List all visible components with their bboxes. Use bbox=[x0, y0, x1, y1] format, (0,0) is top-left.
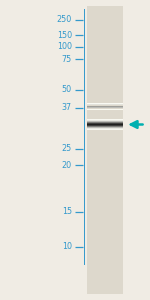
Text: 10: 10 bbox=[62, 242, 72, 251]
Text: 100: 100 bbox=[57, 42, 72, 51]
Text: 15: 15 bbox=[62, 207, 72, 216]
Text: 150: 150 bbox=[57, 31, 72, 40]
Text: 50: 50 bbox=[62, 85, 72, 94]
Text: 37: 37 bbox=[62, 103, 72, 112]
Bar bbox=[87, 6, 123, 294]
Text: 20: 20 bbox=[62, 160, 72, 169]
Text: 250: 250 bbox=[57, 15, 72, 24]
Text: 75: 75 bbox=[62, 55, 72, 64]
Text: 25: 25 bbox=[62, 144, 72, 153]
